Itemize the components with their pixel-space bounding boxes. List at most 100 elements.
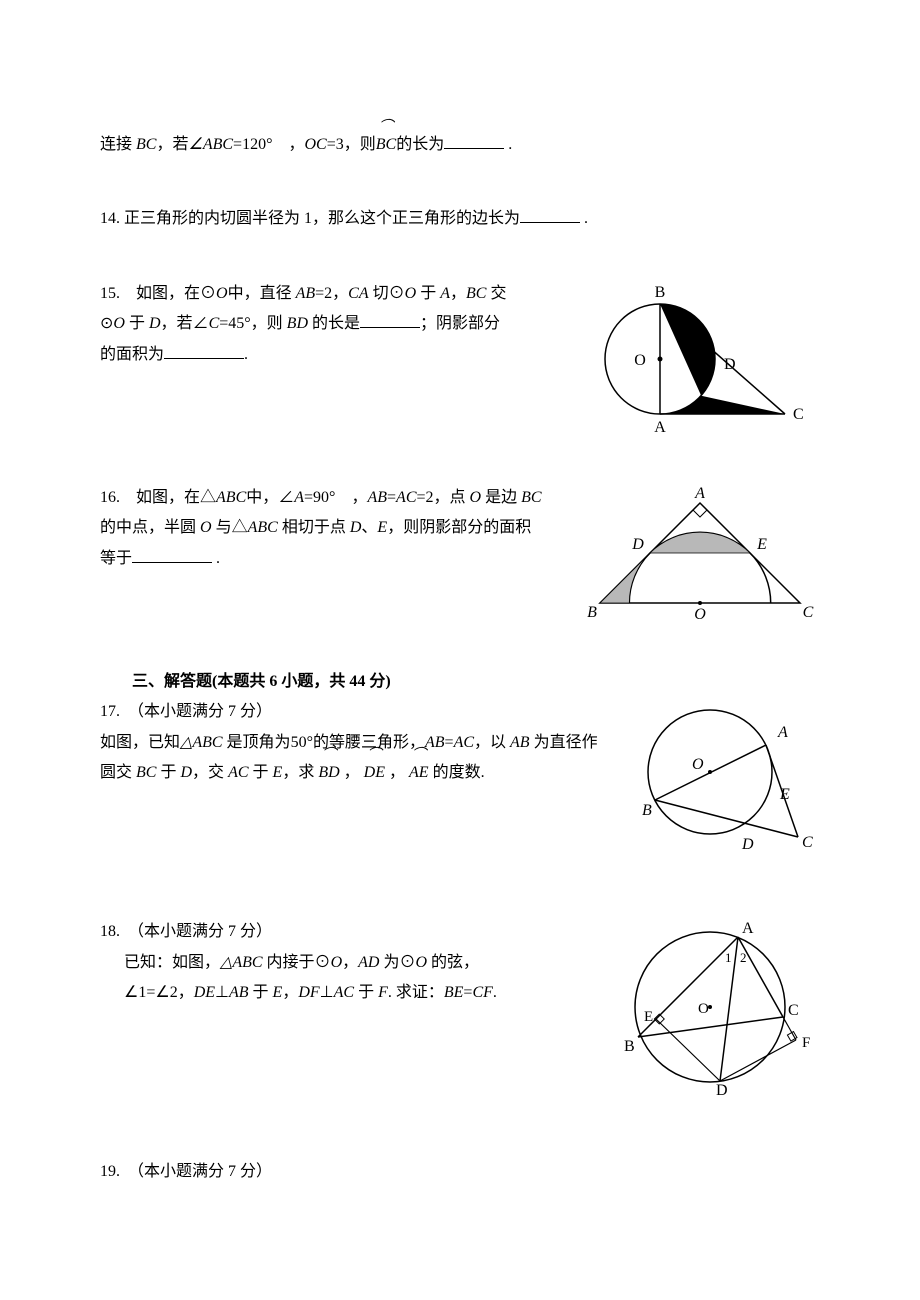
- t: ，: [342, 954, 358, 971]
- q18-head: 18. （本小题满分 7 分）: [100, 917, 592, 947]
- v: E: [377, 519, 387, 536]
- v: ABC: [248, 519, 278, 536]
- arc-de: DE: [364, 758, 385, 788]
- v: E: [273, 984, 283, 1001]
- lbl-d: D: [724, 356, 736, 373]
- t: .: [580, 210, 588, 227]
- lbl-o: O: [698, 1001, 709, 1017]
- q17: 17. （本小题满分 7 分） 如图，已知△ABC 是顶角为50°的等腰三角形，…: [100, 697, 820, 857]
- v: AC: [396, 489, 416, 506]
- t: ，交: [192, 764, 224, 781]
- v: O: [415, 954, 427, 971]
- lbl-e: E: [644, 1009, 653, 1025]
- v: △ABC: [180, 734, 223, 751]
- lbl-c: C: [802, 834, 813, 851]
- blank: [132, 544, 212, 563]
- t: =45°，则: [219, 315, 282, 332]
- t: 于: [160, 764, 176, 781]
- v: C: [209, 315, 220, 332]
- t: 的长是: [312, 315, 360, 332]
- t: 于: [253, 984, 269, 1001]
- v: D: [350, 519, 362, 536]
- lbl-e: E: [756, 536, 767, 553]
- q18-text: 18. （本小题满分 7 分） 已知：如图，△ABC 内接于⊙O，AD 为⊙O …: [100, 917, 592, 1008]
- v: AD: [358, 954, 379, 971]
- v: O: [113, 315, 125, 332]
- v: BD: [287, 315, 308, 332]
- v: AB: [510, 734, 530, 751]
- t: .: [493, 984, 497, 1001]
- t: =3，则: [327, 136, 376, 153]
- v: A: [440, 285, 450, 302]
- blank: [360, 310, 420, 329]
- lbl-e: E: [779, 786, 790, 803]
- arc-bc: BC: [376, 130, 396, 160]
- q17-text: 17. （本小题满分 7 分） 如图，已知△ABC 是顶角为50°的等腰三角形，…: [100, 697, 612, 788]
- t: ；阴影部分: [420, 315, 500, 332]
- t: ，以: [474, 734, 506, 751]
- t: 内接于⊙: [267, 954, 331, 971]
- t: 与△: [216, 519, 248, 536]
- lbl-b: B: [624, 1038, 635, 1055]
- q16-figure: A B C D E O: [580, 483, 820, 623]
- t: . 求证：: [388, 984, 444, 1001]
- v: 50°: [291, 734, 313, 751]
- page: 连接 BC，若∠ABC=120° ，OC=3，则BC的长为 . 14. 正三角形…: [0, 0, 920, 1300]
- lbl-d: D: [741, 836, 754, 853]
- v: O: [200, 519, 212, 536]
- v: BC: [466, 285, 486, 302]
- t: 的弦，: [431, 954, 479, 971]
- lbl-b: B: [655, 284, 666, 301]
- t: =2，点: [417, 489, 466, 506]
- lbl-c: C: [788, 1002, 799, 1019]
- v: O: [405, 285, 417, 302]
- v: BC: [521, 489, 541, 506]
- v: AB: [367, 489, 387, 506]
- lbl-d: D: [631, 536, 644, 553]
- q15-text: 15. 如图，在⊙O中，直径 AB=2，CA 切⊙O 于 A，BC 交 ⊙O 于…: [100, 279, 572, 370]
- v: AC: [334, 984, 354, 1001]
- lbl-a: A: [742, 920, 754, 937]
- q16: 16. 如图，在△ABC中，∠A=90° ，AB=AC=2，点 O 是边 BC …: [100, 483, 820, 623]
- t: .: [504, 136, 512, 153]
- lbl-1: 1: [725, 950, 732, 965]
- lbl-2: 2: [740, 950, 747, 965]
- q19: 19. （本小题满分 7 分）: [100, 1157, 820, 1187]
- t: 中，∠: [246, 489, 294, 506]
- var-oc: OC: [304, 136, 326, 153]
- t: =120° ，: [233, 136, 304, 153]
- v: CF: [472, 984, 492, 1001]
- v: D: [149, 315, 161, 332]
- t: ⊥: [215, 984, 229, 1001]
- blank: [444, 130, 504, 149]
- t: 为⊙: [383, 954, 415, 971]
- q18-svg: A 1 2 O E B C F D: [610, 917, 820, 1097]
- lbl-d: D: [716, 1082, 728, 1097]
- t: ∠1=∠2，: [124, 984, 194, 1001]
- v: E: [273, 764, 283, 781]
- section-3-header: 三、解答题(本题共 6 小题，共 44 分): [132, 667, 820, 697]
- q17-svg: A O E B D C: [630, 697, 820, 857]
- blank: [164, 340, 244, 359]
- v: A: [294, 489, 304, 506]
- v: BC: [136, 764, 156, 781]
- t: 圆交: [100, 764, 132, 781]
- v: AB: [229, 984, 249, 1001]
- t: =: [387, 489, 396, 506]
- lbl-o: O: [692, 756, 704, 773]
- t: ，求: [282, 764, 314, 781]
- lbl-b: B: [642, 802, 652, 819]
- t: 于: [358, 984, 374, 1001]
- t: =90° ，: [304, 489, 367, 506]
- t: 是顶角为: [227, 734, 291, 751]
- lbl-a: A: [777, 724, 788, 741]
- arc-bd: BD: [318, 758, 339, 788]
- t: 是边: [485, 489, 517, 506]
- q15-figure: B O D A C: [590, 279, 820, 439]
- t: 交: [490, 285, 506, 302]
- t: 为直径作: [534, 734, 598, 751]
- t: ，: [385, 764, 409, 781]
- lbl-a: A: [654, 419, 666, 436]
- q17-figure: A O E B D C: [630, 697, 820, 857]
- lbl-c: C: [793, 406, 804, 423]
